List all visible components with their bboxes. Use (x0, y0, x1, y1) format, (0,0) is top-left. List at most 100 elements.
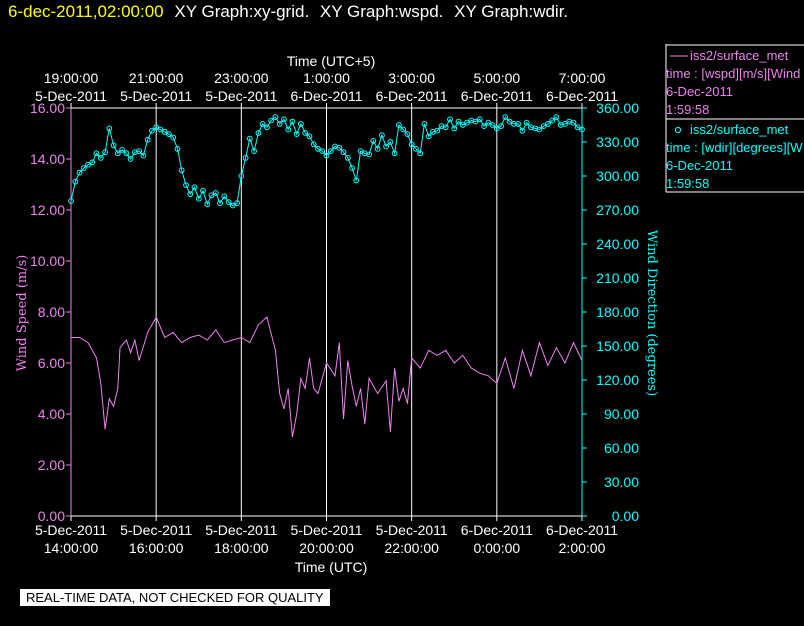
wind-direction-point (396, 122, 402, 128)
wind-direction-point (110, 142, 117, 149)
wind-direction-point (225, 199, 232, 206)
y-tick-left-label: 12.00 (30, 202, 65, 218)
y-tick-right-label: 180.00 (596, 304, 639, 320)
y-title-right: Wind Direction (degrees) (644, 230, 659, 396)
wind-direction-point (434, 127, 441, 134)
x-tick-top-time: 5:00:00 (473, 70, 520, 86)
wind-direction-point (485, 119, 492, 126)
wind-direction-point (183, 182, 189, 189)
wind-direction-point (178, 167, 185, 174)
x-tick-top-date: 6-Dec-2011 (461, 88, 533, 104)
wind-direction-point (366, 151, 373, 158)
legend-text: 6-Dec-2011 (666, 158, 733, 173)
wind-direction-point (323, 152, 330, 159)
wind-direction-point (229, 202, 236, 209)
chart-header: 6-dec-2011,02:00:00 XY Graph:xy-grid. XY… (8, 2, 568, 22)
y-tick-right-label: 240.00 (596, 236, 639, 252)
legend-text: 1:59:58 (666, 102, 709, 117)
wind-direction-point (498, 123, 505, 129)
wind-direction-point (310, 141, 317, 148)
wind-direction-point (421, 121, 428, 127)
y-tick-right-label: 120.00 (596, 372, 639, 388)
x-tick-bottom-date: 5-Dec-2011 (35, 522, 107, 538)
wind-direction-point (191, 184, 198, 191)
y-tick-left-label: 14.00 (30, 151, 65, 167)
wind-direction-point (523, 119, 530, 126)
wind-speed-line (71, 315, 583, 437)
legend-circle-marker (674, 126, 682, 134)
wind-direction-point (408, 141, 415, 148)
x-tick-bottom-date: 5-Dec-2011 (290, 522, 362, 538)
wind-direction-point (298, 121, 304, 127)
x-tick-top-time: 1:00:00 (303, 70, 350, 86)
legend-text: 6-Dec-2011 (666, 84, 733, 99)
wind-direction-point (114, 150, 121, 157)
wind-direction-point (255, 130, 262, 136)
y-tick-right-label: 0.00 (612, 508, 639, 524)
wind-direction-point (417, 150, 424, 157)
wind-direction-point (404, 131, 411, 138)
wind-direction-point (76, 169, 83, 176)
wind-direction-point (221, 193, 228, 200)
wind-direction-point (340, 149, 347, 156)
wind-direction-point (502, 114, 509, 120)
x-tick-top-date: 6-Dec-2011 (376, 88, 448, 104)
wind-direction-point (545, 121, 551, 127)
wind-direction-point (259, 121, 266, 127)
x-tick-bottom-time: 2:00:00 (559, 540, 606, 556)
wind-direction-point (187, 191, 194, 198)
wind-direction-point (455, 118, 462, 125)
wind-direction-point (319, 148, 326, 155)
wind-direction-point (336, 144, 343, 151)
x-tick-bottom-date: 5-Dec-2011 (376, 522, 448, 538)
wind-direction-point (506, 118, 513, 125)
wind-direction-point (425, 133, 432, 140)
x-tick-top-time: 23:00:00 (214, 70, 269, 86)
wind-direction-point (549, 117, 556, 124)
wind-direction-point (123, 150, 130, 157)
x-tick-bottom-date: 6-Dec-2011 (461, 522, 533, 538)
y-tick-right-label: 300.00 (596, 168, 639, 184)
wind-direction-point (204, 201, 211, 208)
y-tick-right-label: 270.00 (596, 202, 639, 218)
x-tick-bottom-date: 5-Dec-2011 (205, 522, 277, 538)
wind-direction-point (353, 177, 360, 184)
wind-direction-point (80, 165, 87, 172)
wind-direction-point (451, 125, 458, 132)
wind-direction-point (106, 125, 113, 132)
wind-direction-point (442, 124, 449, 131)
wind-direction-point (476, 116, 483, 123)
header-timestamp: 6-dec-2011,02:00:00 (8, 2, 164, 21)
wind-direction-point (349, 165, 356, 172)
header-graph-3: XY Graph:wdir. (454, 2, 569, 21)
wind-direction-point (208, 192, 215, 199)
wind-direction-point (553, 114, 560, 120)
y-tick-left-label: 0.00 (38, 508, 65, 524)
x-tick-top-time: 7:00:00 (559, 70, 606, 86)
wind-direction-point (119, 147, 125, 153)
x-tick-top-date: 6-Dec-2011 (290, 88, 362, 104)
wind-direction-point (251, 148, 258, 155)
wind-direction-point (144, 136, 151, 143)
wind-direction-point (166, 131, 172, 138)
wind-speed-series (71, 315, 583, 437)
wind-direction-point (289, 118, 296, 125)
wind-direction-point (464, 119, 470, 126)
wind-direction-point (161, 128, 168, 135)
wind-direction-point (400, 126, 407, 133)
vertical-grid (155, 108, 498, 516)
wind-direction-point (200, 187, 206, 194)
wind-direction-point (195, 195, 202, 202)
x-tick-bottom-time: 22:00:00 (384, 540, 439, 556)
wind-direction-point (379, 132, 385, 139)
legend-text: iss2/surface_met (690, 48, 789, 63)
wind-direction-point (302, 130, 309, 136)
wind-direction-point (140, 152, 147, 159)
wind-direction-point (511, 121, 517, 127)
x-tick-top-date: 6-Dec-2011 (546, 88, 618, 104)
legend-text: time : [wspd][m/s][Wind (666, 66, 800, 81)
y-tick-left-label: 6.00 (38, 355, 65, 371)
y-tick-right-label: 150.00 (596, 338, 639, 354)
